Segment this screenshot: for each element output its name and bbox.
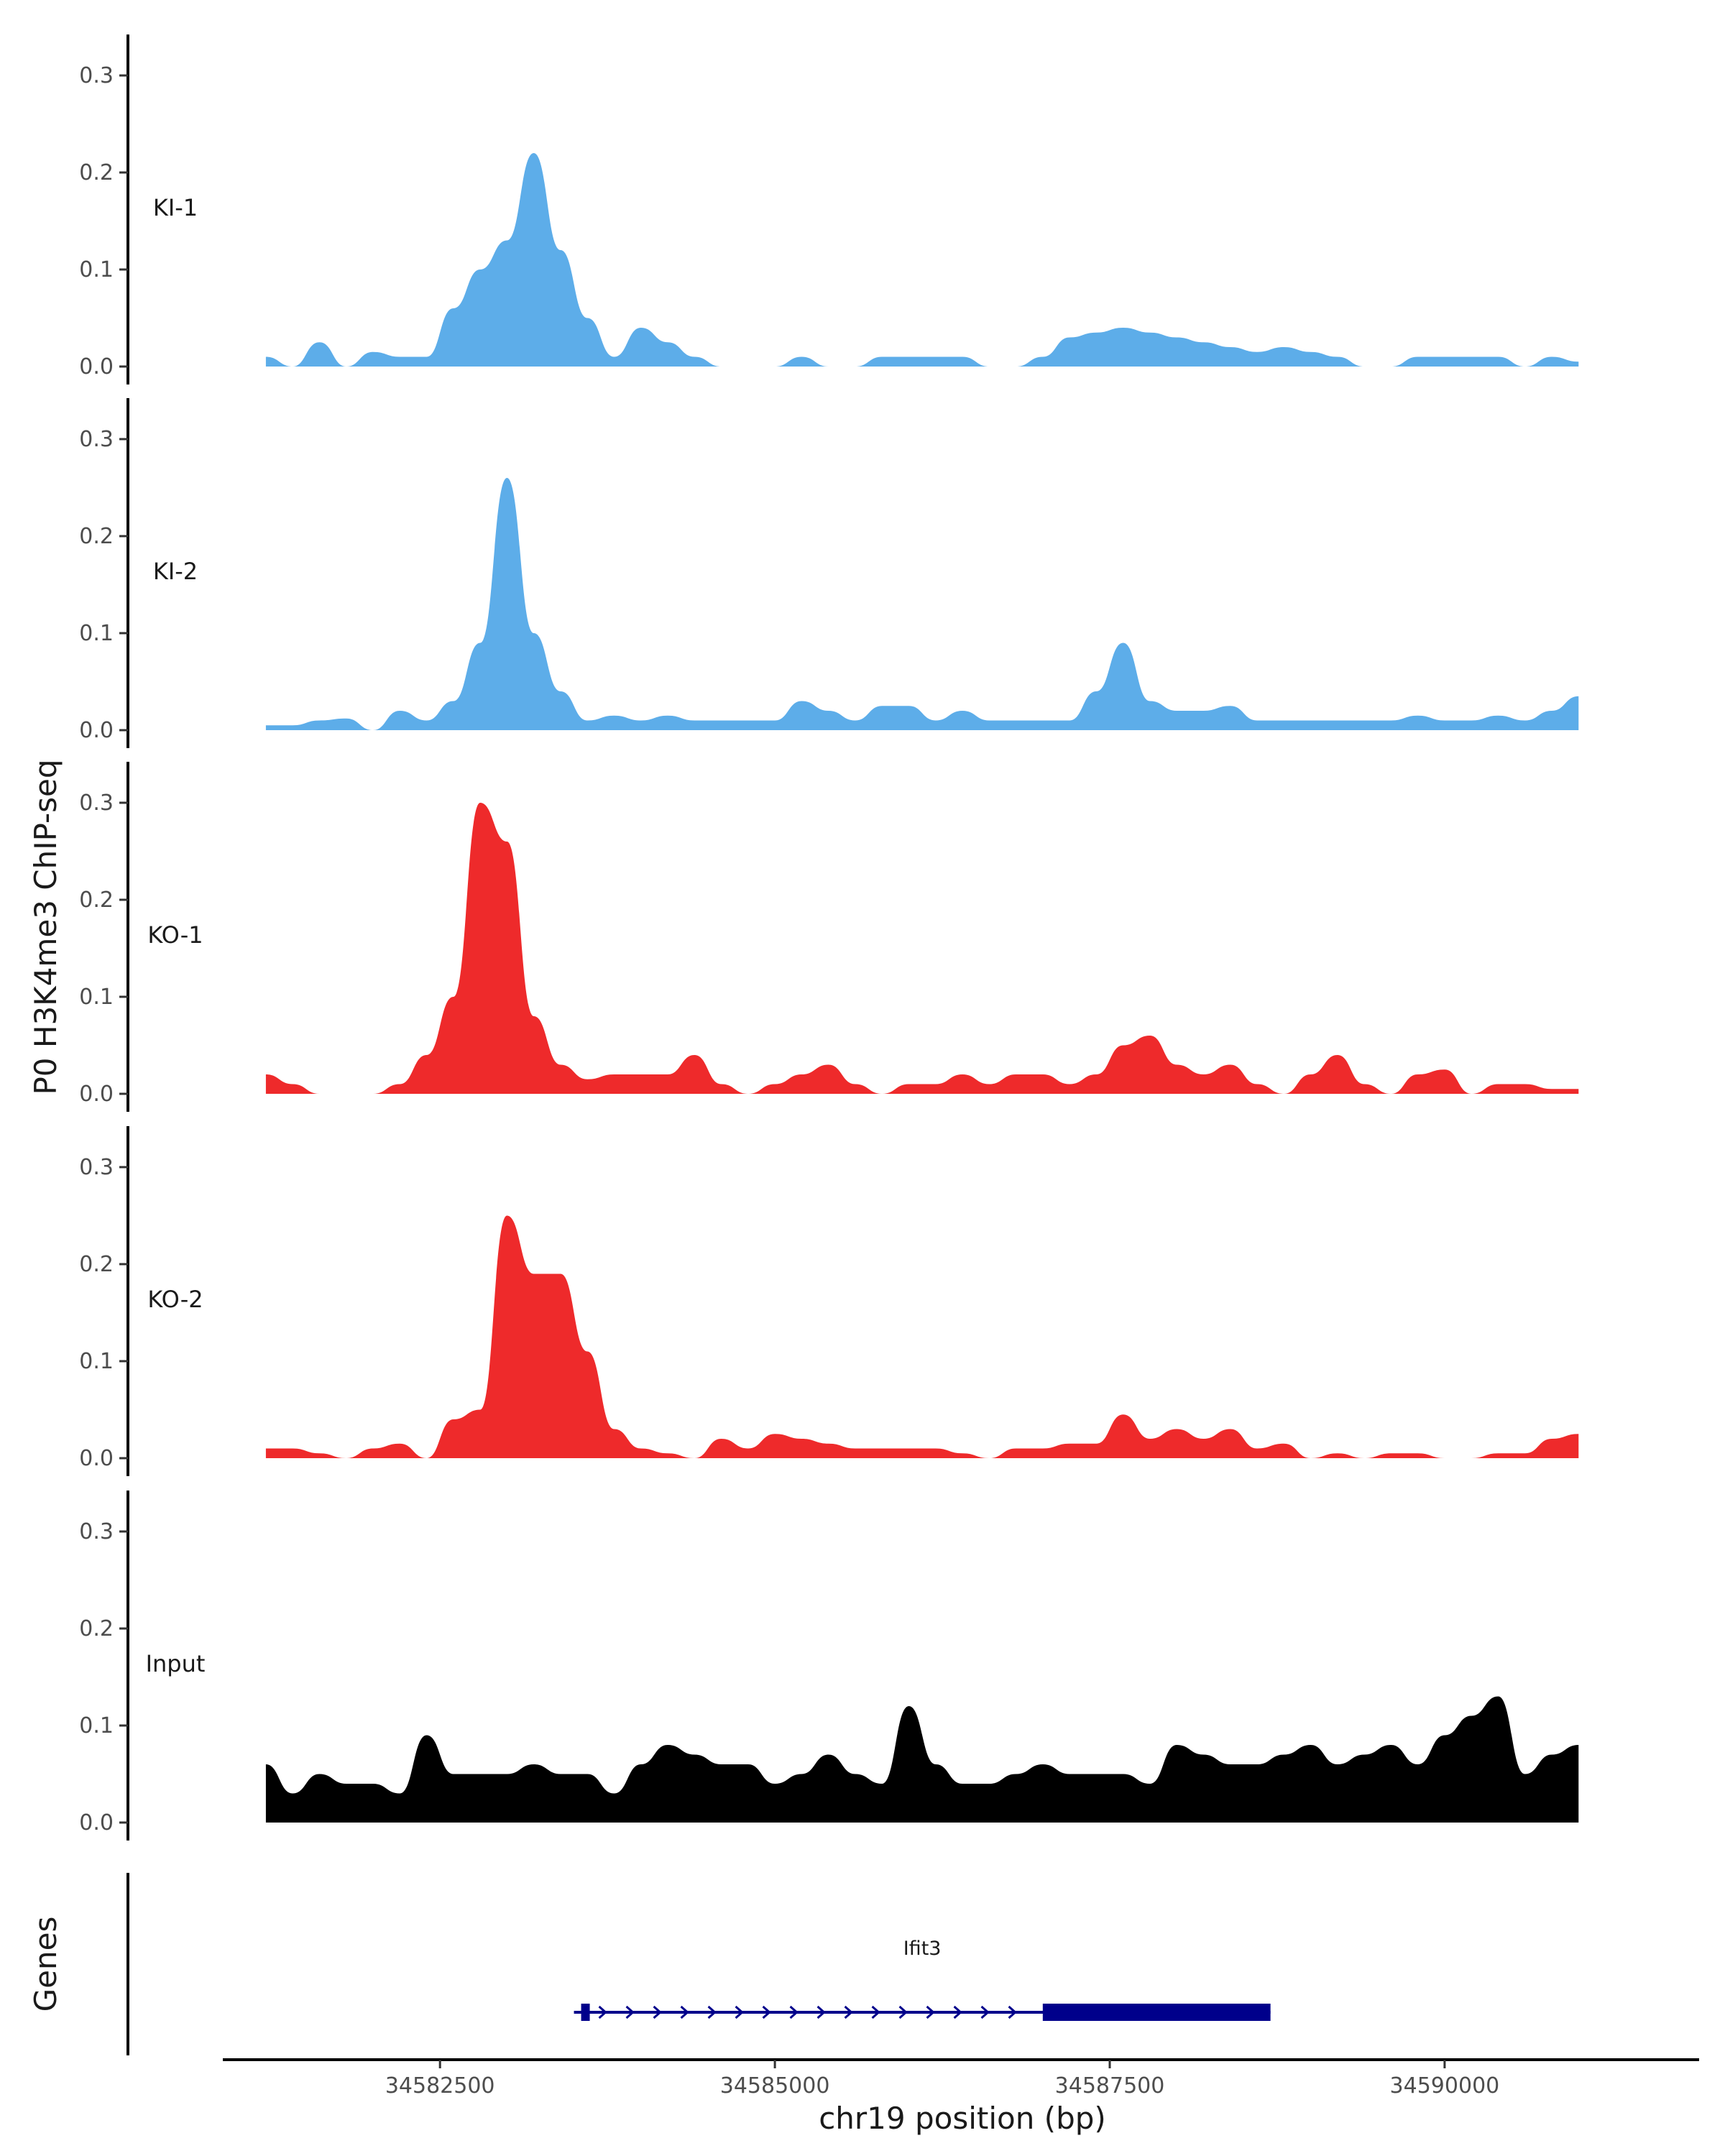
y-tick-label: 0.0 [79,1810,114,1835]
strand-arrow-icon [762,2005,771,2019]
y-tick-label: 0.0 [79,1446,114,1471]
y-axis-title: P0 H3K4me3 ChIP-seq [28,759,63,1095]
x-tick-label: 34587500 [1055,2073,1165,2099]
signal-area [265,1215,1579,1458]
y-tick-label: 0.3 [79,427,114,452]
strand-arrow-icon [707,2005,717,2019]
genes-panel: Genes Ifit3 [28,1873,1271,2055]
track-input: 0.0 0.1 0.2 0.3 Input [79,1491,1579,1841]
y-tick-label: 0.1 [79,985,114,1010]
y-tick-label: 0.1 [79,1713,114,1738]
strand-arrow-icon [625,2005,635,2019]
track-label: Input [146,1650,206,1677]
track-label: KO-2 [147,1286,203,1313]
strand-arrow-icon [871,2005,880,2019]
x-tick-label: 34590000 [1390,2073,1500,2099]
y-tick-label: 0.2 [79,1616,114,1641]
y-tick-label: 0.3 [79,1519,114,1544]
strand-arrow-icon [844,2005,853,2019]
track-ko-2: 0.0 0.1 0.2 0.3 KO-2 [79,1126,1579,1476]
x-axis: 34582500 34585000 34587500 34590000 [223,2058,1699,2099]
y-tick-label: 0.0 [79,1082,114,1107]
tracks-group: 0.00.10.20.3KI-10.00.10.20.3KI-20.00.10.… [79,34,1579,1841]
strand-arrow-icon [816,2005,826,2019]
y-tick-label: 0.2 [79,524,114,549]
strand-arrow-icon [898,2005,908,2019]
track-label: KO-1 [147,921,203,949]
track-label: KI-2 [153,558,198,585]
x-tick-label: 34585000 [720,2073,830,2099]
genes-title: Genes [28,1917,63,2012]
strand-arrow-icon [926,2005,935,2019]
strand-arrow-icon [653,2005,662,2019]
y-tick-label: 0.1 [79,1349,114,1374]
signal-area [265,803,1579,1094]
strand-arrow-icon [953,2005,962,2019]
strand-arrow-icon [598,2005,607,2019]
y-tick-label: 0.3 [79,63,114,88]
y-tick-label: 0.3 [79,791,114,816]
y-tick-label: 0.3 [79,1155,114,1180]
strand-arrow-icon [1008,2005,1017,2019]
signal-area [265,1696,1579,1823]
y-tick-label: 0.0 [79,354,114,379]
signal-area [265,153,1579,367]
y-tick-label: 0.2 [79,888,114,913]
y-tick-label: 0.1 [79,621,114,646]
gene-cds-block [1042,2004,1271,2021]
y-tick-label: 0.2 [79,160,114,185]
x-axis-title: chr19 position (bp) [819,2101,1106,2136]
gene-model [574,2004,1271,2021]
strand-arrow-icon [789,2005,799,2019]
x-tick-label: 34582500 [385,2073,495,2099]
strand-arrow-icon [980,2005,990,2019]
y-tick-label: 0.0 [79,718,114,743]
track-ko-1: 0.0 0.1 0.2 0.3 KO-1 [79,762,1579,1112]
y-tick-label: 0.1 [79,257,114,282]
y-tick-label: 0.2 [79,1252,114,1277]
signal-area [265,478,1579,730]
track-label: KI-1 [153,194,198,221]
track-ki-2: 0.0 0.1 0.2 0.3 KI-2 [79,398,1579,748]
strand-arrow-icon [735,2005,744,2019]
strand-arrow-icon [680,2005,689,2019]
track-ki-1: 0.0 0.1 0.2 0.3 KI-1 [79,34,1579,384]
gene-name-label: Ifit3 [903,1938,942,1960]
gene-exon-start [581,2004,590,2021]
